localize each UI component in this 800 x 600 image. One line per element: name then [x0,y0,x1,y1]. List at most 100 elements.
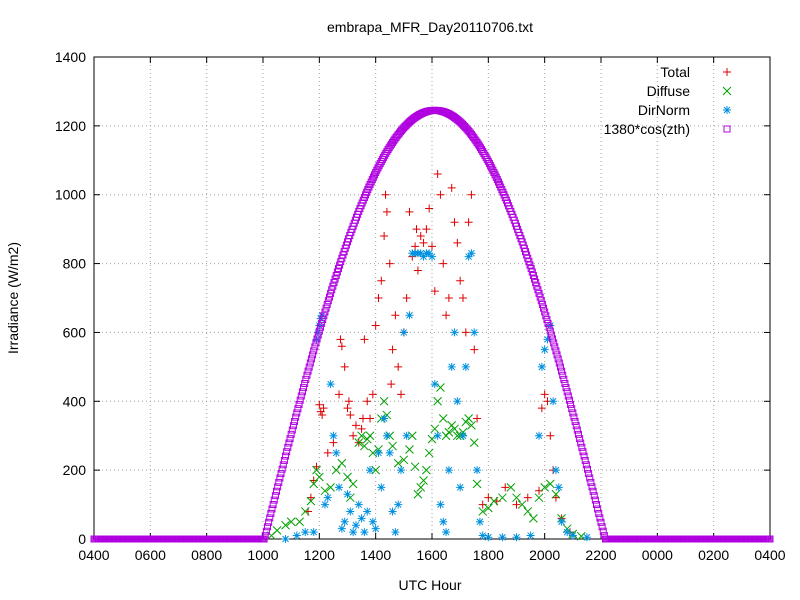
diffuse-point [379,396,389,406]
diffuse-point [424,448,434,458]
dirnorm-point [582,533,591,542]
total-point [385,259,394,268]
diffuse-point [360,441,369,451]
total-point [382,207,391,216]
total-point [336,335,345,344]
diffuse-point [416,483,426,492]
1380-cos-zth-point [368,176,376,184]
legend-marker [723,106,731,114]
x-tick-label: 1600 [416,547,447,563]
diffuse-point [399,455,409,465]
1380-cos-zth-point [276,474,284,482]
1380-cos-zth-point [485,160,493,168]
1380-cos-zth-point [580,452,588,460]
diffuse-point [393,458,403,468]
dirnorm-point [470,328,479,337]
diffuse-point [534,493,544,503]
diffuse-point [343,472,352,482]
1380-cos-zth-point [555,359,563,367]
1380-cos-zth-point [278,465,286,473]
1380-cos-zth-point [542,312,550,320]
1380-cos-zth-point [261,532,269,540]
legend: Total Diffuse DirNorm 1380*cos(zth) [604,64,732,137]
diffuse-point [576,531,586,541]
x-tick-label: 1800 [473,547,504,563]
total-point [419,238,428,247]
dirnorm-point [464,252,473,261]
diffuse-point [413,489,423,499]
diffuse-point [436,383,445,392]
1380-cos-zth-point [298,388,306,396]
total-point [344,397,353,406]
diffuse-point [388,441,397,451]
1380-cos-zth-point [313,335,321,343]
1380-cos-zth-point [572,422,580,430]
dirnorm-point [416,249,425,258]
x-tick-label: 1400 [360,547,391,563]
total-point [453,238,462,247]
dirnorm-point [498,533,507,542]
dirnorm-point [512,533,521,542]
1380-cos-zth-point [273,487,281,495]
1380-cos-zth-point [282,452,290,460]
x-tick-label: 0400 [754,547,785,563]
1380-cos-zth-point [574,430,582,438]
total-point [416,232,425,241]
1380-cos-zth-point [546,327,554,335]
1380-cos-zth-point [309,351,317,359]
x-tick-label: 2200 [585,547,616,563]
dirnorm-point [546,321,555,330]
dirnorm-point [450,328,459,337]
dirnorm-point [467,249,476,258]
total-point [391,311,400,320]
diffuse-point [438,414,448,423]
1380-cos-zth-point [569,409,577,417]
total-point [335,390,344,399]
dirnorm-point [557,517,566,526]
dirnorm-point [444,466,453,475]
y-tick-label: 1200 [55,118,86,134]
total-point [473,414,482,423]
1380-cos-zth-point [556,363,564,371]
total-point [318,411,327,420]
1380-cos-zth-point [293,409,301,417]
1380-cos-zth-point [493,176,501,184]
x-tick-label: 0600 [135,547,166,563]
dirnorm-point [335,483,344,492]
dirnorm-point [385,448,394,457]
dirnorm-point [430,380,439,389]
1380-cos-zth-point [573,426,581,434]
total-point [397,390,406,399]
total-point [442,311,451,320]
series-1380-cos-zth [90,106,774,543]
dirnorm-point [484,533,493,542]
total-point [381,190,390,199]
1380-cos-zth-point [567,400,575,408]
1380-cos-zth-point [598,523,606,531]
1380-cos-zth-point [535,289,543,297]
1380-cos-zth-point [543,316,551,324]
total-point [447,183,456,192]
1380-cos-zth-point [585,470,593,478]
diffuse-point [506,483,516,492]
1380-cos-zth-point [296,396,304,404]
1380-cos-zth-point [568,405,576,413]
dirnorm-point [301,528,310,537]
total-point [461,328,470,337]
1380-cos-zth-point [331,275,339,283]
total-point [450,218,459,227]
diffuse-point [512,493,521,503]
1380-cos-zth-point [489,166,497,174]
1380-cos-zth-point [327,289,335,297]
1380-cos-zth-point [300,384,308,392]
total-point [456,276,465,285]
1380-cos-zth-point [561,379,569,387]
1380-cos-zth-point [538,300,546,308]
diffuse-point [467,421,476,430]
diffuse-point [489,496,499,506]
1380-cos-zth-point [264,523,272,531]
1380-cos-zth-point [553,351,561,359]
total-point [357,424,366,433]
1380-cos-zth-point [323,300,331,308]
1380-cos-zth-point [314,331,322,339]
